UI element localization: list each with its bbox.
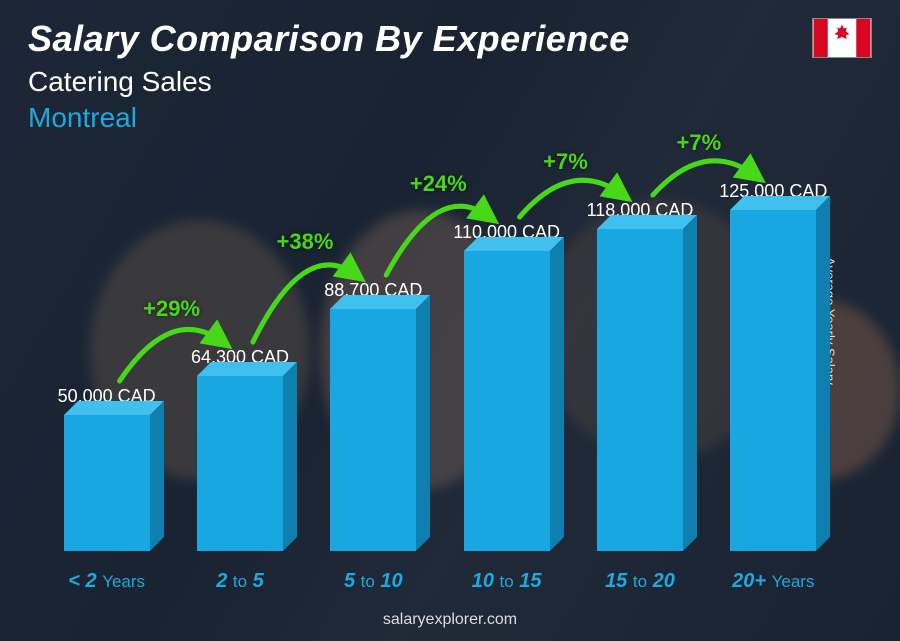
bar-front-face xyxy=(464,251,550,551)
bar-front-face xyxy=(64,415,150,551)
bar-top-face xyxy=(330,295,430,309)
bar-chart: 50,000 CAD64,300 CAD88,700 CAD110,000 CA… xyxy=(40,150,840,551)
bar-front-face xyxy=(597,229,683,551)
x-axis: < 2 Years2 to 55 to 1010 to 1515 to 2020… xyxy=(40,570,840,593)
growth-pct-label: +29% xyxy=(143,296,200,322)
growth-pct-label: +38% xyxy=(277,229,334,255)
x-axis-label: 5 to 10 xyxy=(307,570,440,593)
bar-top-face xyxy=(597,215,697,229)
bar-slot: 64,300 CAD xyxy=(173,150,306,551)
bar-slot: 125,000 CAD xyxy=(707,150,840,551)
x-axis-label: < 2 Years xyxy=(40,570,173,593)
growth-pct-label: +24% xyxy=(410,171,467,197)
bar-front-face xyxy=(730,210,816,551)
bar-top-face xyxy=(197,362,297,376)
growth-pct-label: +7% xyxy=(543,149,588,175)
bar-top-face xyxy=(64,401,164,415)
bar-slot: 118,000 CAD xyxy=(573,150,706,551)
bar-side-face xyxy=(283,362,297,551)
header: Salary Comparison By Experience Catering… xyxy=(28,18,872,134)
x-axis-label: 2 to 5 xyxy=(173,570,306,593)
chart-city: Montreal xyxy=(28,102,872,134)
bar xyxy=(730,210,816,551)
bar xyxy=(197,376,283,551)
bars-container: 50,000 CAD64,300 CAD88,700 CAD110,000 CA… xyxy=(40,150,840,551)
bar-top-face xyxy=(730,196,830,210)
x-axis-label: 20+ Years xyxy=(707,570,840,593)
x-axis-label: 15 to 20 xyxy=(573,570,706,593)
bar xyxy=(64,415,150,551)
bar-top-face xyxy=(464,237,564,251)
bar xyxy=(464,251,550,551)
bar-front-face xyxy=(197,376,283,551)
bar-side-face xyxy=(683,215,697,551)
canada-flag-icon xyxy=(812,18,872,58)
bar-side-face xyxy=(150,401,164,551)
bar-side-face xyxy=(550,237,564,551)
bar xyxy=(330,309,416,551)
growth-pct-label: +7% xyxy=(677,130,722,156)
chart-title: Salary Comparison By Experience xyxy=(28,18,872,60)
source-label: salaryexplorer.com xyxy=(0,611,900,629)
bar xyxy=(597,229,683,551)
x-axis-label: 10 to 15 xyxy=(440,570,573,593)
bar-slot: 50,000 CAD xyxy=(40,150,173,551)
bar-front-face xyxy=(330,309,416,551)
bar-side-face xyxy=(416,295,430,551)
bar-slot: 110,000 CAD xyxy=(440,150,573,551)
bar-side-face xyxy=(816,196,830,551)
chart-subtitle: Catering Sales xyxy=(28,66,872,98)
bar-slot: 88,700 CAD xyxy=(307,150,440,551)
